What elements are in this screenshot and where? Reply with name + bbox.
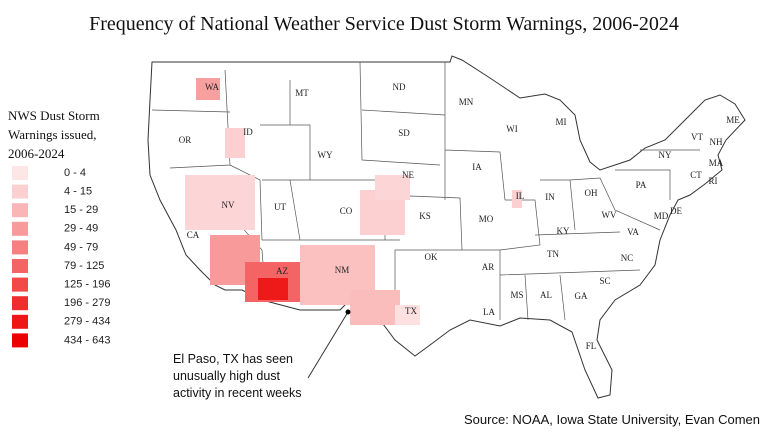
state-label: IL <box>516 191 525 201</box>
state-label: WI <box>506 124 518 134</box>
legend-label: 196 - 279 <box>64 297 110 309</box>
legend-swatch <box>12 277 28 292</box>
state-label: WY <box>318 150 333 160</box>
state-label: DE <box>670 206 682 216</box>
state-label: MI <box>556 117 567 127</box>
legend-label: 279 - 434 <box>64 316 110 328</box>
heat-cells <box>185 78 522 325</box>
state-label: WV <box>602 210 617 220</box>
legend-label: 29 - 49 <box>64 223 98 235</box>
legend-swatch <box>12 333 28 348</box>
state-label: MT <box>295 88 309 98</box>
state-label: GA <box>575 291 588 301</box>
state-label: RI <box>709 176 718 186</box>
state-label: MD <box>654 211 669 221</box>
state-label: NE <box>402 170 414 180</box>
annotation: unusually high dust <box>173 369 281 383</box>
state-label: PA <box>636 180 647 190</box>
state-label: AL <box>540 290 552 300</box>
annotation: activity in recent weeks <box>173 386 302 400</box>
state-label: NH <box>710 137 723 147</box>
annotation-dot <box>345 309 351 315</box>
state-label: WA <box>205 82 219 92</box>
state-label: CT <box>690 170 702 180</box>
state-label: ID <box>243 127 253 137</box>
legend-swatch <box>12 259 28 273</box>
legend-label: 4 - 15 <box>64 186 92 198</box>
state-label: MA <box>709 158 724 168</box>
state-label: IA <box>472 162 482 172</box>
legend-label: 15 - 29 <box>64 204 98 216</box>
state-label: OR <box>179 135 192 145</box>
legend-swatch <box>12 314 28 329</box>
legend-swatch <box>12 296 28 311</box>
legend-swatch <box>12 203 28 218</box>
legend-swatch <box>12 166 28 180</box>
annotation: El Paso, TX has seen <box>173 352 293 366</box>
state-label: CO <box>340 206 353 216</box>
legend-label: 49 - 79 <box>64 241 98 253</box>
state-label: CA <box>187 230 200 240</box>
state-label: NV <box>222 200 235 210</box>
state-label: OK <box>425 252 438 262</box>
state-label: TX <box>405 306 417 316</box>
legend-swatch <box>12 240 28 255</box>
state-label: TN <box>547 249 559 259</box>
legend-title: Warnings issued, <box>8 127 97 142</box>
state-label: AR <box>482 262 495 272</box>
legend-label: 79 - 125 <box>64 260 104 272</box>
legend-label: 125 - 196 <box>64 279 110 291</box>
state-label: UT <box>274 202 286 212</box>
state-label: ND <box>393 82 406 92</box>
state-label: MN <box>459 97 474 107</box>
state-label: KY <box>557 226 570 236</box>
state-label: KS <box>419 211 431 221</box>
state-label: VT <box>691 132 703 142</box>
source: Source: NOAA, Iowa State University, Eva… <box>464 412 760 427</box>
annotation-pointer <box>307 311 349 379</box>
state-label: ME <box>726 115 740 125</box>
legend-title: NWS Dust Storm <box>8 108 100 123</box>
state-label: FL <box>586 341 597 351</box>
state-label: MO <box>479 214 494 224</box>
legend-label: 0 - 4 <box>64 167 86 179</box>
state-label: LA <box>483 307 495 317</box>
legend-label: 434 - 643 <box>64 334 110 346</box>
state-label: OH <box>585 188 598 198</box>
state-label: SD <box>398 128 410 138</box>
state-label: IN <box>545 192 555 202</box>
legend-title: 2006-2024 <box>8 146 65 161</box>
state-label: SC <box>599 276 610 286</box>
state-label: NM <box>335 265 350 275</box>
state-label: AZ <box>276 266 288 276</box>
legend-swatch <box>12 221 28 236</box>
state-label: NY <box>659 150 672 160</box>
state-label: MS <box>510 290 523 300</box>
state-label: NC <box>621 253 634 263</box>
state-label: VA <box>627 227 639 237</box>
title: Frequency of National Weather Service Du… <box>89 13 679 35</box>
legend-swatch <box>12 184 28 199</box>
